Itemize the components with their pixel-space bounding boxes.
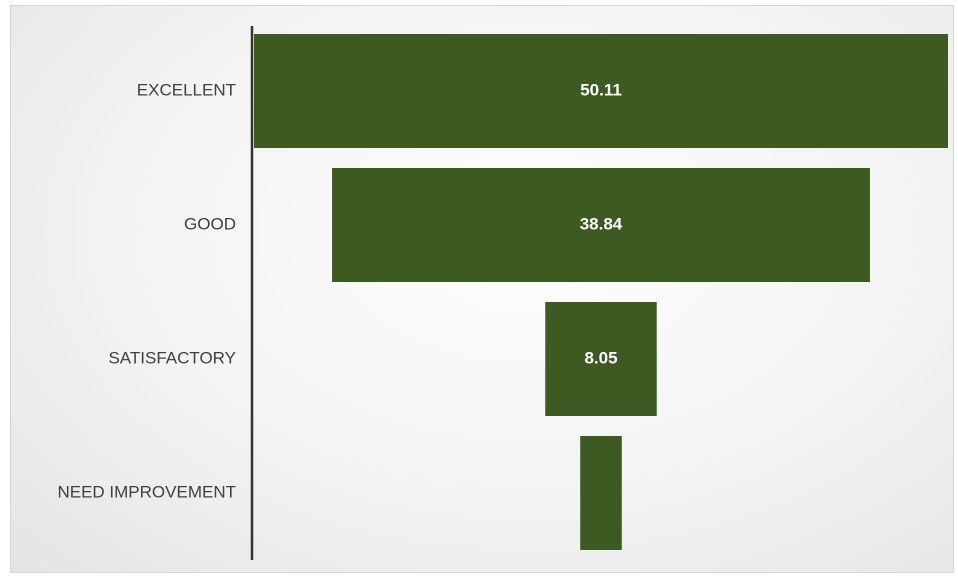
bar-excellent: [254, 34, 948, 148]
data-label: 50.11: [580, 80, 622, 99]
category-label: EXCELLENT: [137, 80, 236, 99]
bar-good: [332, 168, 870, 282]
bars-group: EXCELLENT 50.11 GOOD 38.84 SATISFACTORY 8.05 N…: [57, 34, 948, 550]
category-label: SATISFACTORY: [108, 348, 236, 367]
bar-need-improvement: [580, 436, 622, 550]
data-label: 38.84: [580, 214, 623, 233]
data-label: 8.05: [584, 348, 617, 367]
category-label: NEED IMPROVEMENT: [57, 482, 236, 501]
category-label: GOOD: [184, 214, 236, 233]
bar-satisfactory: [545, 302, 657, 416]
